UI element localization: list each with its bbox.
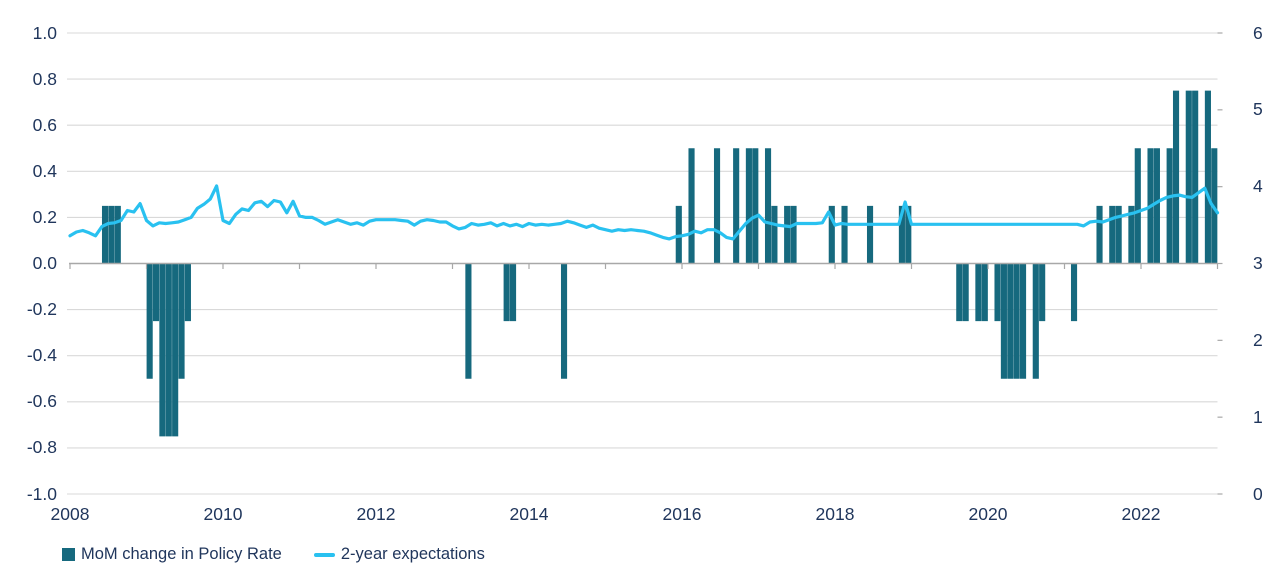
bar bbox=[752, 148, 759, 264]
bar bbox=[828, 205, 835, 264]
bar bbox=[905, 205, 912, 264]
bar bbox=[178, 263, 185, 379]
legend-line-label: 2-year expectations bbox=[340, 545, 485, 563]
left-axis-tick-label: -0.4 bbox=[26, 345, 57, 366]
right-axis-ticks bbox=[1217, 32, 1223, 495]
bar bbox=[1070, 263, 1078, 322]
bar bbox=[1109, 205, 1116, 264]
bar bbox=[152, 263, 160, 322]
x-axis-ticks bbox=[69, 263, 1219, 269]
right-axis-tick-label: 6 bbox=[1253, 22, 1263, 43]
bar bbox=[1096, 205, 1103, 264]
legend-bar-label: MoM change in Policy Rate bbox=[81, 545, 282, 563]
bar bbox=[866, 205, 874, 264]
bar bbox=[1039, 263, 1046, 322]
bar bbox=[1007, 263, 1014, 379]
bar bbox=[146, 263, 153, 379]
x-axis-year-label: 2012 bbox=[356, 504, 396, 524]
bar bbox=[784, 205, 791, 264]
legend-line-swatch bbox=[313, 552, 335, 557]
bar bbox=[1128, 205, 1135, 264]
bar bbox=[184, 263, 191, 322]
bar bbox=[1115, 205, 1122, 264]
bar bbox=[503, 263, 510, 322]
expectations-line bbox=[68, 184, 1220, 241]
left-axis-tick-label: 0.8 bbox=[32, 68, 57, 89]
bar bbox=[841, 205, 848, 264]
x-axis-year-label: 2020 bbox=[968, 504, 1008, 524]
bar bbox=[688, 148, 695, 264]
bar bbox=[165, 263, 172, 437]
bar bbox=[994, 263, 1001, 322]
bar bbox=[172, 263, 179, 437]
bar bbox=[713, 148, 721, 264]
bar bbox=[975, 263, 982, 322]
gridlines bbox=[67, 32, 1218, 495]
bar bbox=[962, 263, 969, 322]
bar bbox=[465, 263, 472, 379]
bar bbox=[745, 148, 752, 264]
x-axis-year-label: 2022 bbox=[1121, 504, 1161, 524]
right-axis-tick-label: 2 bbox=[1253, 329, 1263, 350]
bar bbox=[1166, 148, 1173, 264]
legend-bar-swatch bbox=[62, 548, 75, 561]
bar bbox=[560, 263, 568, 379]
left-axis-tick-label: 0.6 bbox=[32, 114, 57, 135]
right-axis-tick-label: 0 bbox=[1253, 483, 1263, 504]
bar bbox=[1000, 263, 1007, 379]
bar bbox=[1032, 263, 1039, 379]
bar bbox=[764, 148, 772, 264]
left-axis-tick-label: -0.2 bbox=[26, 299, 57, 320]
bar bbox=[1204, 90, 1211, 264]
bar bbox=[1153, 148, 1160, 264]
bar bbox=[1134, 148, 1141, 264]
bar bbox=[956, 263, 963, 322]
bar bbox=[898, 205, 905, 264]
bar bbox=[790, 205, 797, 264]
x-axis-year-label: 2008 bbox=[50, 504, 90, 524]
bar bbox=[108, 205, 115, 264]
left-axis-tick-label: 1.0 bbox=[32, 22, 57, 43]
bar bbox=[771, 205, 778, 264]
left-axis-tick-label: -0.8 bbox=[26, 437, 57, 458]
bar bbox=[1019, 263, 1027, 379]
right-axis-tick-label: 3 bbox=[1253, 253, 1263, 273]
bar bbox=[1172, 90, 1180, 264]
legend: MoM change in Policy Rate 2-year expecta… bbox=[62, 545, 485, 564]
x-axis-year-label: 2014 bbox=[509, 504, 549, 524]
x-axis-year-label: 2018 bbox=[815, 504, 855, 524]
bar bbox=[1192, 90, 1199, 264]
x-axis-year-label: 2016 bbox=[662, 504, 702, 524]
bar bbox=[1013, 263, 1020, 379]
right-axis-tick-label: 1 bbox=[1253, 406, 1263, 427]
bar bbox=[114, 205, 121, 264]
right-axis-tick-label: 5 bbox=[1253, 99, 1263, 120]
line-series bbox=[68, 184, 1220, 241]
left-axis-tick-label: -1.0 bbox=[26, 483, 57, 504]
right-axis-tick-label: 4 bbox=[1253, 176, 1263, 197]
bar bbox=[159, 263, 166, 437]
bar bbox=[1185, 90, 1192, 264]
bar bbox=[101, 205, 109, 264]
left-axis-tick-label: -0.6 bbox=[26, 391, 57, 412]
bar bbox=[509, 263, 517, 322]
bar bbox=[733, 148, 740, 264]
left-axis-tick-label: 0.0 bbox=[32, 253, 57, 273]
left-axis-tick-label: 0.2 bbox=[32, 206, 57, 227]
bar bbox=[981, 263, 988, 322]
x-axis-year-label: 2010 bbox=[203, 504, 243, 524]
left-axis-tick-label: 0.4 bbox=[32, 160, 57, 181]
